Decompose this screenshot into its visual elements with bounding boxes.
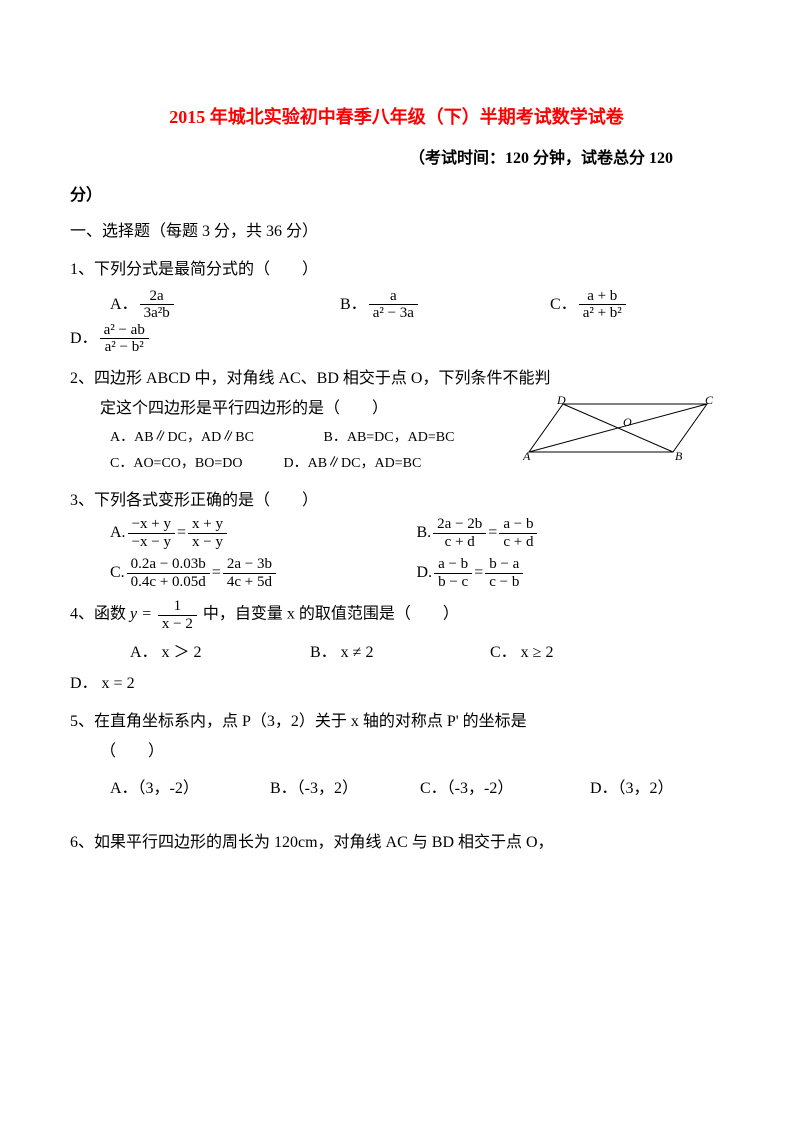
q1-option-b: B． a a² − 3a	[340, 288, 550, 322]
q5-option-a: A．（3，-2）	[110, 774, 270, 804]
q3-d-rnum: b − a	[485, 556, 523, 574]
q3-option-b: B. 2a − 2bc + d = a − bc + d	[417, 516, 724, 550]
q1-a-label: A．	[110, 290, 138, 320]
q1-option-d: D． a² − ab a² − b²	[70, 322, 151, 356]
q3-d-eq: =	[474, 558, 483, 588]
q3-b-rnum: a − b	[499, 516, 537, 534]
exam-title: 2015 年城北实验初中春季八年级（下）半期考试数学试卷	[70, 100, 723, 134]
q2-option-c: C．AO=CO，BO=DO	[110, 451, 280, 478]
q4-den: x − 2	[158, 616, 197, 633]
q1-b-frac: a a² − 3a	[369, 288, 418, 322]
exam-subtitle: （考试时间：120 分钟，试卷总分 120	[70, 144, 723, 174]
q3-option-a: A. −x + y−x − y = x + yx − y	[110, 516, 417, 550]
q1-c-label: C．	[550, 290, 577, 320]
q1-d-frac: a² − ab a² − b²	[100, 322, 149, 356]
diagram-diag-bd	[563, 404, 673, 452]
q4-stem-pre: 4、函数	[70, 606, 130, 623]
q3-a-rden: x − y	[188, 534, 227, 551]
question-1: 1、下列分式是最简分式的（ ） A． 2a 3a²b B． a a² − 3a …	[70, 255, 723, 355]
q4-yeq: y =	[130, 606, 152, 623]
q2-stem: 2、四边形 ABCD 中，对角线 AC、BD 相交于点 O，下列条件不能判	[70, 364, 723, 394]
parallelogram-diagram: A B C D O	[523, 394, 713, 464]
q1-a-den: 3a²b	[140, 305, 174, 322]
q5-stem: 5、在直角坐标系内，点 P（3，2）关于 x 轴的对称点 P' 的坐标是	[70, 707, 723, 737]
q2-option-a: A．AB∥DC，AD∥BC	[110, 425, 320, 452]
q5-option-c: C．（-3，-2）	[420, 774, 590, 804]
q4-option-a: A． x ＞ 2	[130, 638, 310, 668]
q3-b-lden: c + d	[433, 534, 486, 551]
q5-stem2: （ ）	[100, 737, 723, 767]
q3-b-label: B.	[417, 518, 432, 548]
q1-option-c: C． a + b a² + b²	[550, 288, 710, 322]
q1-option-a: A． 2a 3a²b	[110, 288, 340, 322]
q1-d-label: D．	[70, 324, 98, 354]
q2-option-b: B．AB=DC，AD=BC	[324, 430, 455, 445]
q5-option-d: D．（3，2）	[590, 774, 674, 804]
diagram-label-o: O	[623, 415, 632, 429]
q1-stem: 1、下列分式是最简分式的（ ）	[70, 255, 723, 285]
q5-option-b: B．（-3，2）	[270, 774, 420, 804]
q4-option-d: D． x = 2	[70, 669, 723, 699]
q1-c-frac: a + b a² + b²	[579, 288, 626, 322]
section-1-heading: 一、选择题（每题 3 分，共 36 分）	[70, 217, 723, 247]
q1-c-num: a + b	[579, 288, 626, 306]
q4-num: 1	[158, 598, 197, 616]
q3-a-lnum: −x + y	[128, 516, 175, 534]
q4-frac: 1 x − 2	[158, 598, 197, 632]
q2-option-d: D．AB∥DC，AD=BC	[284, 456, 422, 471]
q3-a-rnum: x + y	[188, 516, 227, 534]
q3-stem: 3、下列各式变形正确的是（ ）	[70, 486, 723, 516]
q3-a-label: A.	[110, 518, 126, 548]
q3-d-rden: c − b	[485, 574, 523, 591]
q1-a-num: 2a	[140, 288, 174, 306]
q4-option-b: B． x ≠ 2	[310, 638, 490, 668]
q3-option-c: C. 0.2a − 0.03b0.4c + 0.05d = 2a − 3b4c …	[110, 556, 417, 590]
diagram-label-b: B	[675, 449, 683, 463]
question-2: 2、四边形 ABCD 中，对角线 AC、BD 相交于点 O，下列条件不能判 A …	[70, 364, 723, 478]
diagram-label-c: C	[705, 394, 713, 407]
q3-d-label: D.	[417, 558, 433, 588]
q3-c-lden: 0.4c + 0.05d	[127, 574, 210, 591]
q3-d-lden: b − c	[434, 574, 472, 591]
q1-d-num: a² − ab	[100, 322, 149, 340]
exam-fen: 分）	[70, 181, 723, 211]
q3-b-eq: =	[488, 518, 497, 548]
q4-option-c: C． x ≥ 2	[490, 638, 650, 668]
diagram-label-a: A	[523, 449, 531, 463]
q1-b-den: a² − 3a	[369, 305, 418, 322]
exam-page: 2015 年城北实验初中春季八年级（下）半期考试数学试卷 （考试时间：120 分…	[0, 0, 793, 898]
q1-c-den: a² + b²	[579, 305, 626, 322]
question-4: 4、函数 y = 1 x − 2 中，自变量 x 的取值范围是（ ） A． x …	[70, 598, 723, 699]
question-6: 6、如果平行四边形的周长为 120cm，对角线 AC 与 BD 相交于点 O，	[70, 828, 723, 858]
q3-a-lden: −x − y	[128, 534, 175, 551]
q3-c-label: C.	[110, 558, 125, 588]
q3-c-eq: =	[212, 558, 221, 588]
q3-b-lnum: 2a − 2b	[433, 516, 486, 534]
q3-c-lnum: 0.2a − 0.03b	[127, 556, 210, 574]
diagram-label-d: D	[556, 394, 566, 407]
question-5: 5、在直角坐标系内，点 P（3，2）关于 x 轴的对称点 P' 的坐标是 （ ）…	[70, 707, 723, 804]
question-3: 3、下列各式变形正确的是（ ） A. −x + y−x − y = x + yx…	[70, 486, 723, 590]
q6-stem: 6、如果平行四边形的周长为 120cm，对角线 AC 与 BD 相交于点 O，	[70, 828, 723, 858]
q3-a-eq: =	[177, 518, 186, 548]
q3-option-d: D. a − bb − c = b − ac − b	[417, 556, 724, 590]
q3-d-lnum: a − b	[434, 556, 472, 574]
q1-a-frac: 2a 3a²b	[140, 288, 174, 322]
q1-b-label: B．	[340, 290, 367, 320]
q1-d-den: a² − b²	[100, 339, 149, 356]
q3-c-rnum: 2a − 3b	[223, 556, 276, 574]
q4-stem-post: 中，自变量 x 的取值范围是（ ）	[203, 606, 459, 623]
q3-c-rden: 4c + 5d	[223, 574, 276, 591]
q1-b-num: a	[369, 288, 418, 306]
q1-options: A． 2a 3a²b B． a a² − 3a C． a + b a² + b²	[110, 288, 723, 322]
q3-b-rden: c + d	[499, 534, 537, 551]
